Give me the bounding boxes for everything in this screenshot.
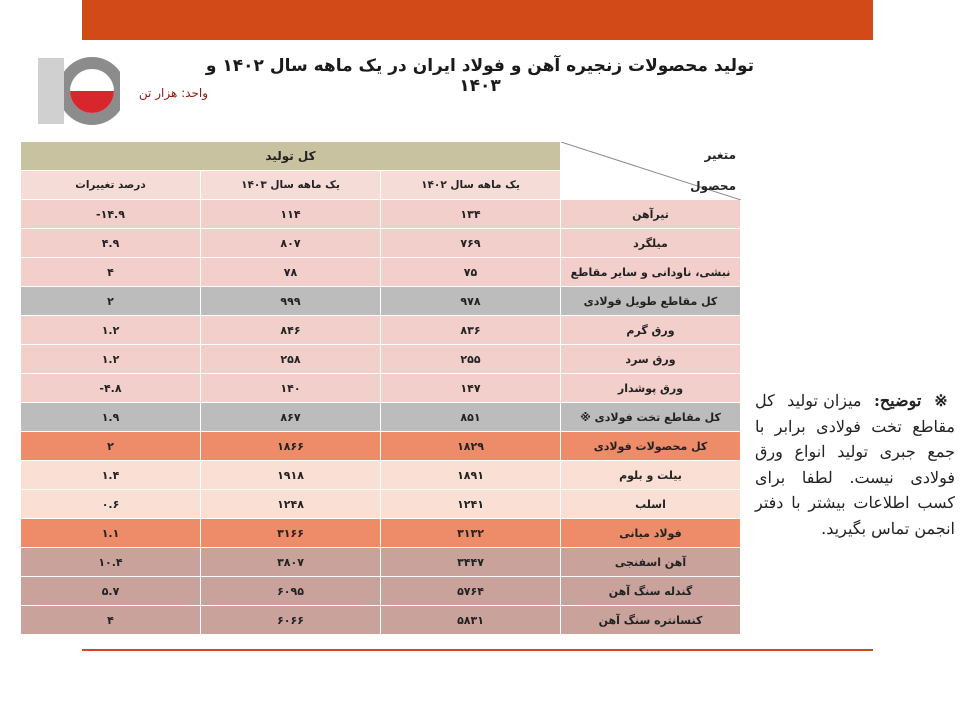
cell-value: ۳۸۰۷ xyxy=(200,547,381,577)
cell-value: ۵۸۳۱ xyxy=(380,605,561,635)
cell-value: ۷۸ xyxy=(200,257,381,287)
header-row: یک ماهه سال ۱۴۰۲ یک ماهه سال ۱۴۰۳ درصد تغی… xyxy=(20,170,741,200)
cell-value: ۵.۷ xyxy=(20,576,201,606)
table-row: آهن اسفنجی ۳۴۴۷ ۳۸۰۷ ۱۰.۴ xyxy=(20,547,741,577)
table-row: اسلب ۱۲۴۱ ۱۲۴۸ ۰.۶ xyxy=(20,489,741,519)
column-header: یک ماهه سال ۱۴۰۳ xyxy=(200,170,381,200)
product-name: کل مقاطع طویل فولادی xyxy=(560,286,741,316)
product-name: کل مقاطع تخت فولادی ※ xyxy=(560,402,741,432)
cell-value: ۳۴۴۷ xyxy=(380,547,561,577)
table-row: ورق پوشدار ۱۴۷ ۱۴۰ -۴.۸ xyxy=(20,373,741,403)
table-row: میلگرد ۷۶۹ ۸۰۷ ۴.۹ xyxy=(20,228,741,258)
product-name: کنسانتره سنگ آهن xyxy=(560,605,741,635)
cell-value: ۶۰۹۵ xyxy=(200,576,381,606)
product-name: گندله سنگ آهن xyxy=(560,576,741,606)
product-name: ورق پوشدار xyxy=(560,373,741,403)
column-header: درصد تغییرات xyxy=(20,170,201,200)
cell-value: ۴ xyxy=(20,257,201,287)
cell-value: ۸۴۶ xyxy=(200,315,381,345)
cell-value: ۷۶۹ xyxy=(380,228,561,258)
cell-value: ۶۰۶۶ xyxy=(200,605,381,635)
product-name: اسلب xyxy=(560,489,741,519)
cell-value: ۱۹۱۸ xyxy=(200,460,381,490)
title: تولید محصولات زنجیره آهن و فولاد ایران د… xyxy=(205,56,755,96)
cell-value: ۳۱۶۶ xyxy=(200,518,381,548)
cell-value: ۸۶۷ xyxy=(200,402,381,432)
table-row: گندله سنگ آهن ۵۷۶۴ ۶۰۹۵ ۵.۷ xyxy=(20,576,741,606)
product-name: آهن اسفنجی xyxy=(560,547,741,577)
note: ※ توضیح: میزان تولید کل مقاطع تخت فولادی… xyxy=(755,388,955,541)
table-row: ورق گرم ۸۳۶ ۸۴۶ ۱.۲ xyxy=(20,315,741,345)
table-row: کل مقاطع تخت فولادی ※ ۸۵۱ ۸۶۷ ۱.۹ xyxy=(20,402,741,432)
cell-value: ۳۱۳۲ xyxy=(380,518,561,548)
cell-value: ۱۰.۴ xyxy=(20,547,201,577)
cell-value: -۱۴.۹ xyxy=(20,199,201,229)
cell-value: ۷۵ xyxy=(380,257,561,287)
cell-value: ۲۵۸ xyxy=(200,344,381,374)
group-header: کل تولید xyxy=(20,141,561,171)
product-name: ورق سرد xyxy=(560,344,741,374)
column-header: یک ماهه سال ۱۴۰۲ xyxy=(380,170,561,200)
data-table: متغیر محصول کل تولید یک ماهه سال ۱۴۰۲ یک … xyxy=(20,141,741,635)
cell-value: ۱۲۴۸ xyxy=(200,489,381,519)
cell-value: ۰.۶ xyxy=(20,489,201,519)
corner-cell: متغیر محصول xyxy=(560,141,741,200)
cell-value: ۹۷۸ xyxy=(380,286,561,316)
table-row: کل مقاطع طویل فولادی ۹۷۸ ۹۹۹ ۲ xyxy=(20,286,741,316)
cell-value: ۱۸۲۹ xyxy=(380,431,561,461)
product-name: تیرآهن xyxy=(560,199,741,229)
cell-value: ۱۸۹۱ xyxy=(380,460,561,490)
product-name: بیلت و بلوم xyxy=(560,460,741,490)
corner-bottom: محصول xyxy=(690,179,736,193)
table-row: ورق سرد ۲۵۵ ۲۵۸ ۱.۲ xyxy=(20,344,741,374)
table-row: تیرآهن ۱۳۴ ۱۱۴ -۱۴.۹ xyxy=(20,199,741,229)
table-row: نبشی، ناودانی و سایر مقاطع ۷۵ ۷۸ ۴ xyxy=(20,257,741,287)
cell-value: ۲۵۵ xyxy=(380,344,561,374)
table-row: فولاد میانی ۳۱۳۲ ۳۱۶۶ ۱.۱ xyxy=(20,518,741,548)
corner-top: متغیر xyxy=(704,148,736,162)
table-row: کل محصولات فولادی ۱۸۲۹ ۱۸۶۶ ۲ xyxy=(20,431,741,461)
top-bar xyxy=(82,0,873,40)
product-name: کل محصولات فولادی xyxy=(560,431,741,461)
cell-value: ۵۷۶۴ xyxy=(380,576,561,606)
cell-value: ۱.۹ xyxy=(20,402,201,432)
cell-value: ۱.۱ xyxy=(20,518,201,548)
cell-value: ۲ xyxy=(20,431,201,461)
cell-value: ۸۰۷ xyxy=(200,228,381,258)
diagonal xyxy=(561,142,741,200)
logo xyxy=(38,57,120,125)
cell-value: ۴.۹ xyxy=(20,228,201,258)
note-body: میزان تولید کل مقاطع تخت فولادی برابر با… xyxy=(755,391,955,538)
cell-value: -۴.۸ xyxy=(20,373,201,403)
cell-value: ۱۴۰ xyxy=(200,373,381,403)
cell-value: ۸۵۱ xyxy=(380,402,561,432)
cell-value: ۱.۴ xyxy=(20,460,201,490)
cell-value: ۱۸۶۶ xyxy=(200,431,381,461)
product-name: ورق گرم xyxy=(560,315,741,345)
product-name: فولاد میانی xyxy=(560,518,741,548)
product-name: میلگرد xyxy=(560,228,741,258)
cell-value: ۱۲۴۱ xyxy=(380,489,561,519)
cell-value: ۸۳۶ xyxy=(380,315,561,345)
cell-value: ۴ xyxy=(20,605,201,635)
cell-value: ۱۱۴ xyxy=(200,199,381,229)
cell-value: ۱.۲ xyxy=(20,315,201,345)
bottom-line xyxy=(82,649,873,651)
note-label: ※ توضیح: xyxy=(873,391,955,410)
unit: واحد: هزار تن xyxy=(138,86,208,100)
table-row: بیلت و بلوم ۱۸۹۱ ۱۹۱۸ ۱.۴ xyxy=(20,460,741,490)
cell-value: ۱۳۴ xyxy=(380,199,561,229)
cell-value: ۱۴۷ xyxy=(380,373,561,403)
header-row: متغیر محصول کل تولید xyxy=(20,141,741,200)
table-row: کنسانتره سنگ آهن ۵۸۳۱ ۶۰۶۶ ۴ xyxy=(20,605,741,635)
product-name: نبشی، ناودانی و سایر مقاطع xyxy=(560,257,741,287)
cell-value: ۲ xyxy=(20,286,201,316)
cell-value: ۹۹۹ xyxy=(200,286,381,316)
cell-value: ۱.۲ xyxy=(20,344,201,374)
